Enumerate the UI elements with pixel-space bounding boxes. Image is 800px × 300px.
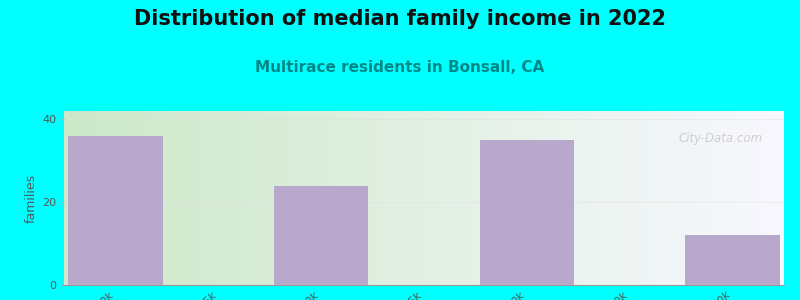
- Bar: [68, 136, 162, 285]
- Bar: [686, 235, 780, 285]
- Bar: [274, 186, 369, 285]
- Text: Multirace residents in Bonsall, CA: Multirace residents in Bonsall, CA: [255, 60, 545, 75]
- Y-axis label: families: families: [25, 173, 38, 223]
- Bar: [479, 140, 574, 285]
- Text: Distribution of median family income in 2022: Distribution of median family income in …: [134, 9, 666, 29]
- Text: City-Data.com: City-Data.com: [678, 132, 762, 145]
